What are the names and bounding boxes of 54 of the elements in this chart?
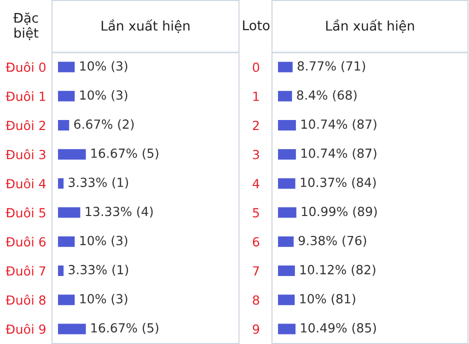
- y-tick-label: 7: [253, 266, 259, 276]
- bar: [58, 178, 64, 189]
- y-axis-title: Loto: [243, 20, 270, 30]
- data-label: 10% (81): [300, 294, 356, 305]
- y-tick-label: Đuôi 9: [6, 324, 46, 334]
- data-label: 3.33% (1): [68, 264, 128, 276]
- y-tick-label: Đuôi 8: [6, 294, 46, 305]
- data-label: 10.74% (87): [301, 148, 376, 160]
- bar: [58, 207, 80, 218]
- y-tick-label: 3: [252, 150, 259, 160]
- y-axis-title: Đặc biệt: [13, 12, 38, 40]
- y-tick-label: 9: [252, 324, 260, 334]
- y-tick-label: 0: [252, 62, 260, 72]
- data-label: 10% (3): [80, 90, 128, 102]
- data-label: 8.4% (68): [297, 90, 357, 102]
- y-tick-label: Đuôi 7: [6, 266, 46, 276]
- bar: [58, 324, 86, 334]
- y-tick-label: Đuôi 6: [6, 236, 46, 247]
- y-tick-label: 2: [252, 120, 259, 130]
- bar: [58, 90, 75, 102]
- y-tick-label: 8: [252, 295, 260, 305]
- bar: [58, 294, 75, 306]
- bar: [58, 266, 64, 276]
- bar: [58, 149, 86, 160]
- data-label: 10.49% (85): [301, 322, 376, 334]
- bar: [58, 236, 75, 247]
- y-tick-label: Đuôi 1: [6, 90, 46, 102]
- y-tick-label: 6: [252, 237, 260, 247]
- data-label: 13.33% (4): [86, 206, 153, 218]
- y-tick-label: 4: [252, 179, 260, 188]
- bar: [58, 62, 75, 72]
- y-tick-label: 1: [253, 92, 259, 101]
- data-label: 3.33% (1): [68, 177, 128, 189]
- x-axis-title: Lần xuất hiện: [326, 19, 414, 33]
- data-label: 10.99% (89): [302, 206, 377, 218]
- data-label: 9.38% (76): [298, 236, 366, 247]
- data-label: 10.12% (82): [300, 264, 376, 276]
- data-label: 10% (3): [80, 61, 128, 72]
- data-label: 10.37% (84): [300, 177, 376, 189]
- x-axis-title: Lần xuất hiện: [102, 19, 190, 33]
- data-label: 6.67% (2): [74, 119, 134, 130]
- y-tick-label: Đuôi 3: [6, 149, 46, 160]
- y-tick-label: Đuôi 4: [6, 178, 46, 188]
- bar: [58, 120, 70, 130]
- y-tick-label: Đuôi 5: [6, 207, 46, 218]
- y-tick-label: 5: [252, 208, 259, 218]
- y-tick-label: Đuôi 2: [6, 120, 46, 130]
- data-label: 10.74% (87): [301, 119, 376, 130]
- data-label: 10% (3): [80, 236, 128, 247]
- data-label: 16.67% (5): [91, 148, 158, 160]
- data-label: 8.77% (71): [298, 61, 366, 72]
- data-label: 10% (3): [80, 294, 128, 305]
- y-tick-label: Đuôi 0: [6, 62, 46, 72]
- data-label: 16.67% (5): [91, 322, 158, 334]
